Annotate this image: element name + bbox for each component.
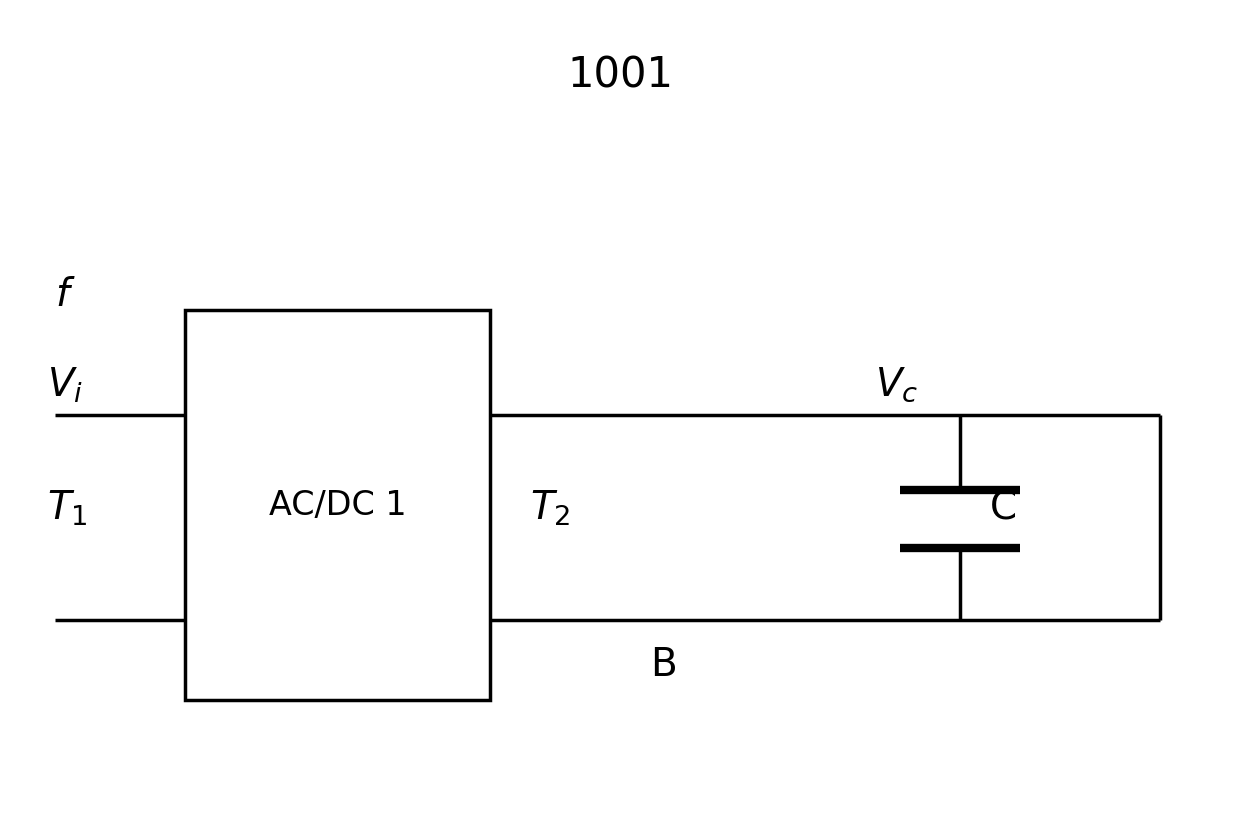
Text: AC/DC 1: AC/DC 1 bbox=[269, 488, 407, 522]
Text: f: f bbox=[55, 276, 68, 314]
Text: 1001: 1001 bbox=[567, 55, 673, 97]
Text: B: B bbox=[650, 646, 677, 684]
Text: $\mathit{V}_i$: $\mathit{V}_i$ bbox=[47, 365, 83, 405]
Text: $\mathit{V}_c$: $\mathit{V}_c$ bbox=[875, 366, 918, 404]
Text: C: C bbox=[990, 489, 1017, 527]
Text: $\mathit{T}_2$: $\mathit{T}_2$ bbox=[529, 488, 570, 527]
Text: $\mathit{T}_1$: $\mathit{T}_1$ bbox=[47, 488, 88, 527]
Bar bbox=[185, 310, 490, 700]
